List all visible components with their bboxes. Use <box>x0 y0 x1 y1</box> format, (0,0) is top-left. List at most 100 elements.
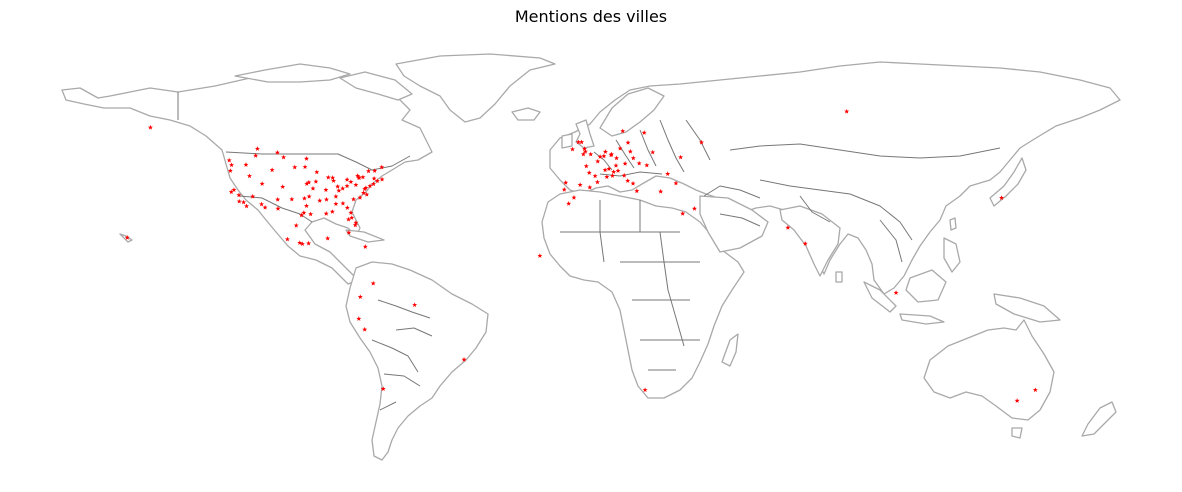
city-marker <box>308 211 314 217</box>
britain-landmass <box>575 119 595 149</box>
hawaii-landmass <box>119 233 133 243</box>
city-marker <box>602 149 608 154</box>
middle-east-borders <box>703 185 761 227</box>
city-marker <box>371 175 377 181</box>
city-marker <box>284 236 290 242</box>
city-marker <box>609 173 615 178</box>
canada-us-border <box>177 92 411 171</box>
city-marker <box>336 188 342 193</box>
city-marker <box>254 146 260 151</box>
city-marker <box>346 230 352 235</box>
city-marker <box>379 176 385 182</box>
city-marker <box>293 222 299 228</box>
city-marker <box>622 161 628 166</box>
city-marker <box>361 190 366 195</box>
city-marker <box>299 212 304 218</box>
city-marker <box>324 196 329 202</box>
city-marker <box>301 210 307 215</box>
city-marker <box>253 153 259 158</box>
sumatra-landmass <box>863 281 897 313</box>
city-marker <box>323 211 329 216</box>
java-landmass <box>899 313 945 325</box>
us-mexico-border <box>239 195 313 223</box>
city-marker <box>331 178 337 183</box>
city-marker <box>601 153 607 159</box>
city-marker <box>608 152 614 158</box>
city-marker <box>340 200 346 206</box>
city-marker <box>665 171 671 176</box>
city-marker <box>583 163 589 169</box>
south-america-landmass <box>345 261 489 461</box>
sri-lanka-landmass <box>835 271 843 283</box>
africa-landmass <box>541 189 745 399</box>
tasmania-landmass <box>1011 427 1023 439</box>
baffin-island-landmass <box>339 71 413 101</box>
city-marker <box>588 151 594 157</box>
madagascar-landmass <box>721 333 739 367</box>
arabia-landmass <box>699 195 769 253</box>
city-marker <box>226 157 232 163</box>
south-america-borders <box>371 299 433 411</box>
map-title: Mentions des villes <box>514 7 668 26</box>
city-marker <box>582 146 588 151</box>
city-marker <box>243 162 249 167</box>
asia-borders <box>729 143 1001 263</box>
city-marker <box>641 130 647 135</box>
city-marker <box>227 168 233 173</box>
city-marker <box>329 209 335 214</box>
city-marker <box>658 188 664 194</box>
city-marker <box>299 241 305 247</box>
city-marker <box>333 193 339 199</box>
city-marker <box>323 187 329 192</box>
city-marker <box>642 387 648 393</box>
city-marker <box>594 179 600 185</box>
eurasia-landmass <box>549 61 1121 295</box>
city-marker <box>147 124 153 130</box>
city-marker <box>680 211 686 216</box>
city-marker <box>609 151 615 157</box>
city-marker <box>241 199 247 205</box>
city-marker <box>250 193 256 199</box>
city-marker <box>563 180 569 185</box>
city-marker <box>335 183 341 189</box>
city-marker <box>124 235 130 240</box>
city-marker <box>595 158 601 164</box>
city-marker <box>566 201 572 206</box>
city-marker <box>275 206 281 211</box>
city-marker <box>691 206 697 211</box>
north-america-landmass <box>61 73 433 285</box>
ireland-landmass <box>561 133 573 149</box>
city-marker <box>580 151 586 157</box>
city-marker <box>363 185 369 191</box>
city-marker <box>1032 387 1038 393</box>
city-marker <box>630 180 636 186</box>
city-marker <box>579 139 585 145</box>
city-marker <box>370 280 376 286</box>
city-marker <box>344 177 350 182</box>
city-marker <box>620 128 626 134</box>
city-marker <box>606 166 612 171</box>
city-marker <box>231 187 237 192</box>
city-marker <box>228 189 234 195</box>
city-marker <box>357 294 363 300</box>
city-marker <box>346 216 352 222</box>
city-marker <box>244 203 250 209</box>
city-marker <box>259 181 265 186</box>
city-marker <box>893 290 899 295</box>
city-marker <box>236 198 242 204</box>
city-marker <box>306 179 312 185</box>
city-marker <box>362 244 368 249</box>
city-marker <box>561 186 567 192</box>
city-marker <box>364 191 370 197</box>
city-marker <box>644 162 650 168</box>
city-marker <box>586 170 592 175</box>
city-marker <box>344 183 350 189</box>
city-marker <box>374 178 380 184</box>
city-marker <box>330 175 336 180</box>
city-marker <box>301 195 307 201</box>
city-marker <box>351 196 357 202</box>
city-marker <box>371 181 376 187</box>
city-marker <box>537 253 543 258</box>
city-marker <box>352 222 358 228</box>
